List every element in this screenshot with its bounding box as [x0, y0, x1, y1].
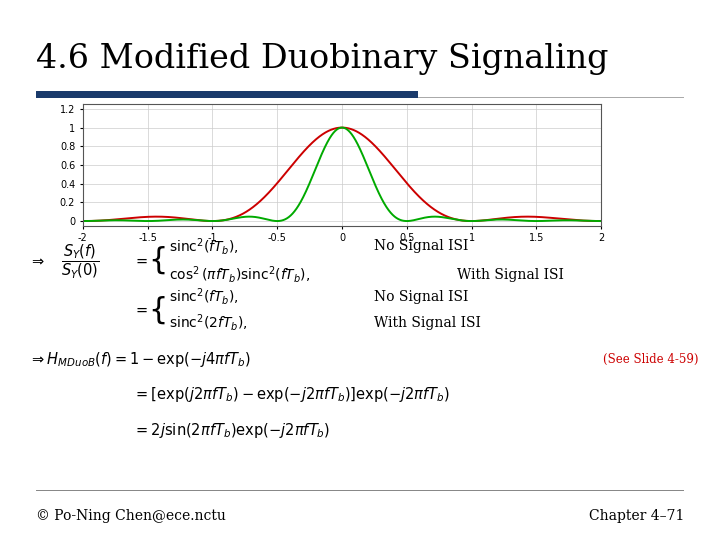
Text: With Signal ISI: With Signal ISI	[374, 316, 481, 330]
Text: $\{$: $\{$	[148, 294, 165, 326]
Text: $\mathrm{sinc}^2(fT_b),$: $\mathrm{sinc}^2(fT_b),$	[169, 236, 239, 257]
Text: No Signal ISI: No Signal ISI	[374, 239, 469, 253]
Text: $\dfrac{S_Y(f)}{S_Y(0)}$: $\dfrac{S_Y(f)}{S_Y(0)}$	[61, 241, 100, 280]
Text: $= [\exp(j2\pi fT_b) - \exp(-j2\pi fT_b)]\exp(-j2\pi fT_b)$: $= [\exp(j2\pi fT_b) - \exp(-j2\pi fT_b)…	[133, 384, 451, 403]
Text: $\Rightarrow$: $\Rightarrow$	[29, 254, 45, 268]
Text: $=$: $=$	[133, 303, 148, 317]
Text: $\mathrm{sinc}^2(2fT_b),$: $\mathrm{sinc}^2(2fT_b),$	[169, 312, 248, 333]
Text: $\mathrm{sinc}^2(fT_b),$: $\mathrm{sinc}^2(fT_b),$	[169, 286, 239, 307]
Text: $\{$: $\{$	[148, 245, 165, 276]
Text: $= 2j\sin(2\pi fT_b)\exp(-j2\pi fT_b)$: $= 2j\sin(2\pi fT_b)\exp(-j2\pi fT_b)$	[133, 421, 330, 440]
Text: $=$: $=$	[133, 254, 148, 268]
Text: 4.6 Modified Duobinary Signaling: 4.6 Modified Duobinary Signaling	[36, 43, 608, 75]
Text: Chapter 4–71: Chapter 4–71	[589, 509, 684, 523]
Text: $\Rightarrow H_{MDuoB}(f) = 1 - \exp(-j4\pi fT_b)$: $\Rightarrow H_{MDuoB}(f) = 1 - \exp(-j4…	[29, 349, 251, 369]
Text: © Po-Ning Chen@ece.nctu: © Po-Ning Chen@ece.nctu	[36, 509, 226, 523]
Text: No Signal ISI: No Signal ISI	[374, 290, 469, 304]
Text: With Signal ISI: With Signal ISI	[457, 268, 564, 282]
Text: $\cos^2(\pi fT_b)\mathrm{sinc}^2(fT_b),$: $\cos^2(\pi fT_b)\mathrm{sinc}^2(fT_b),$	[169, 265, 310, 285]
Text: (See Slide 4-59): (See Slide 4-59)	[603, 353, 698, 366]
